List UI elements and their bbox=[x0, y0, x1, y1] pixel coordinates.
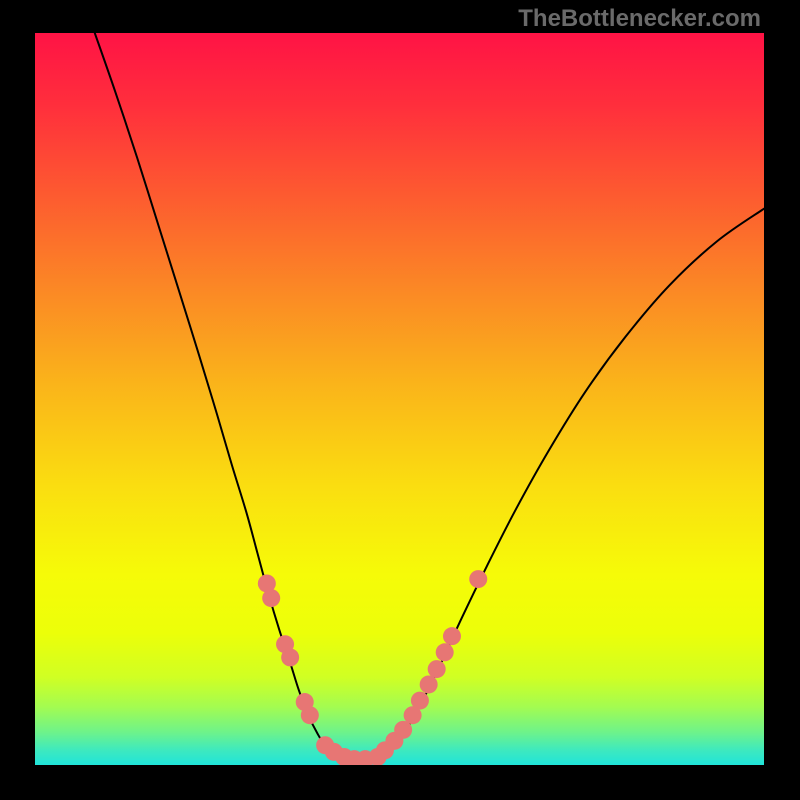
gradient-background bbox=[35, 33, 764, 765]
stage: TheBottlenecker.com bbox=[0, 0, 800, 800]
data-marker bbox=[262, 589, 280, 607]
watermark-text: TheBottlenecker.com bbox=[518, 5, 761, 33]
data-marker bbox=[301, 706, 319, 724]
data-marker bbox=[443, 627, 461, 645]
chart-svg bbox=[35, 33, 764, 765]
data-marker bbox=[281, 648, 299, 666]
data-marker bbox=[428, 660, 446, 678]
data-marker bbox=[411, 692, 429, 710]
data-marker bbox=[420, 675, 438, 693]
data-marker bbox=[469, 570, 487, 588]
plot-area bbox=[35, 33, 764, 765]
data-marker bbox=[436, 643, 454, 661]
